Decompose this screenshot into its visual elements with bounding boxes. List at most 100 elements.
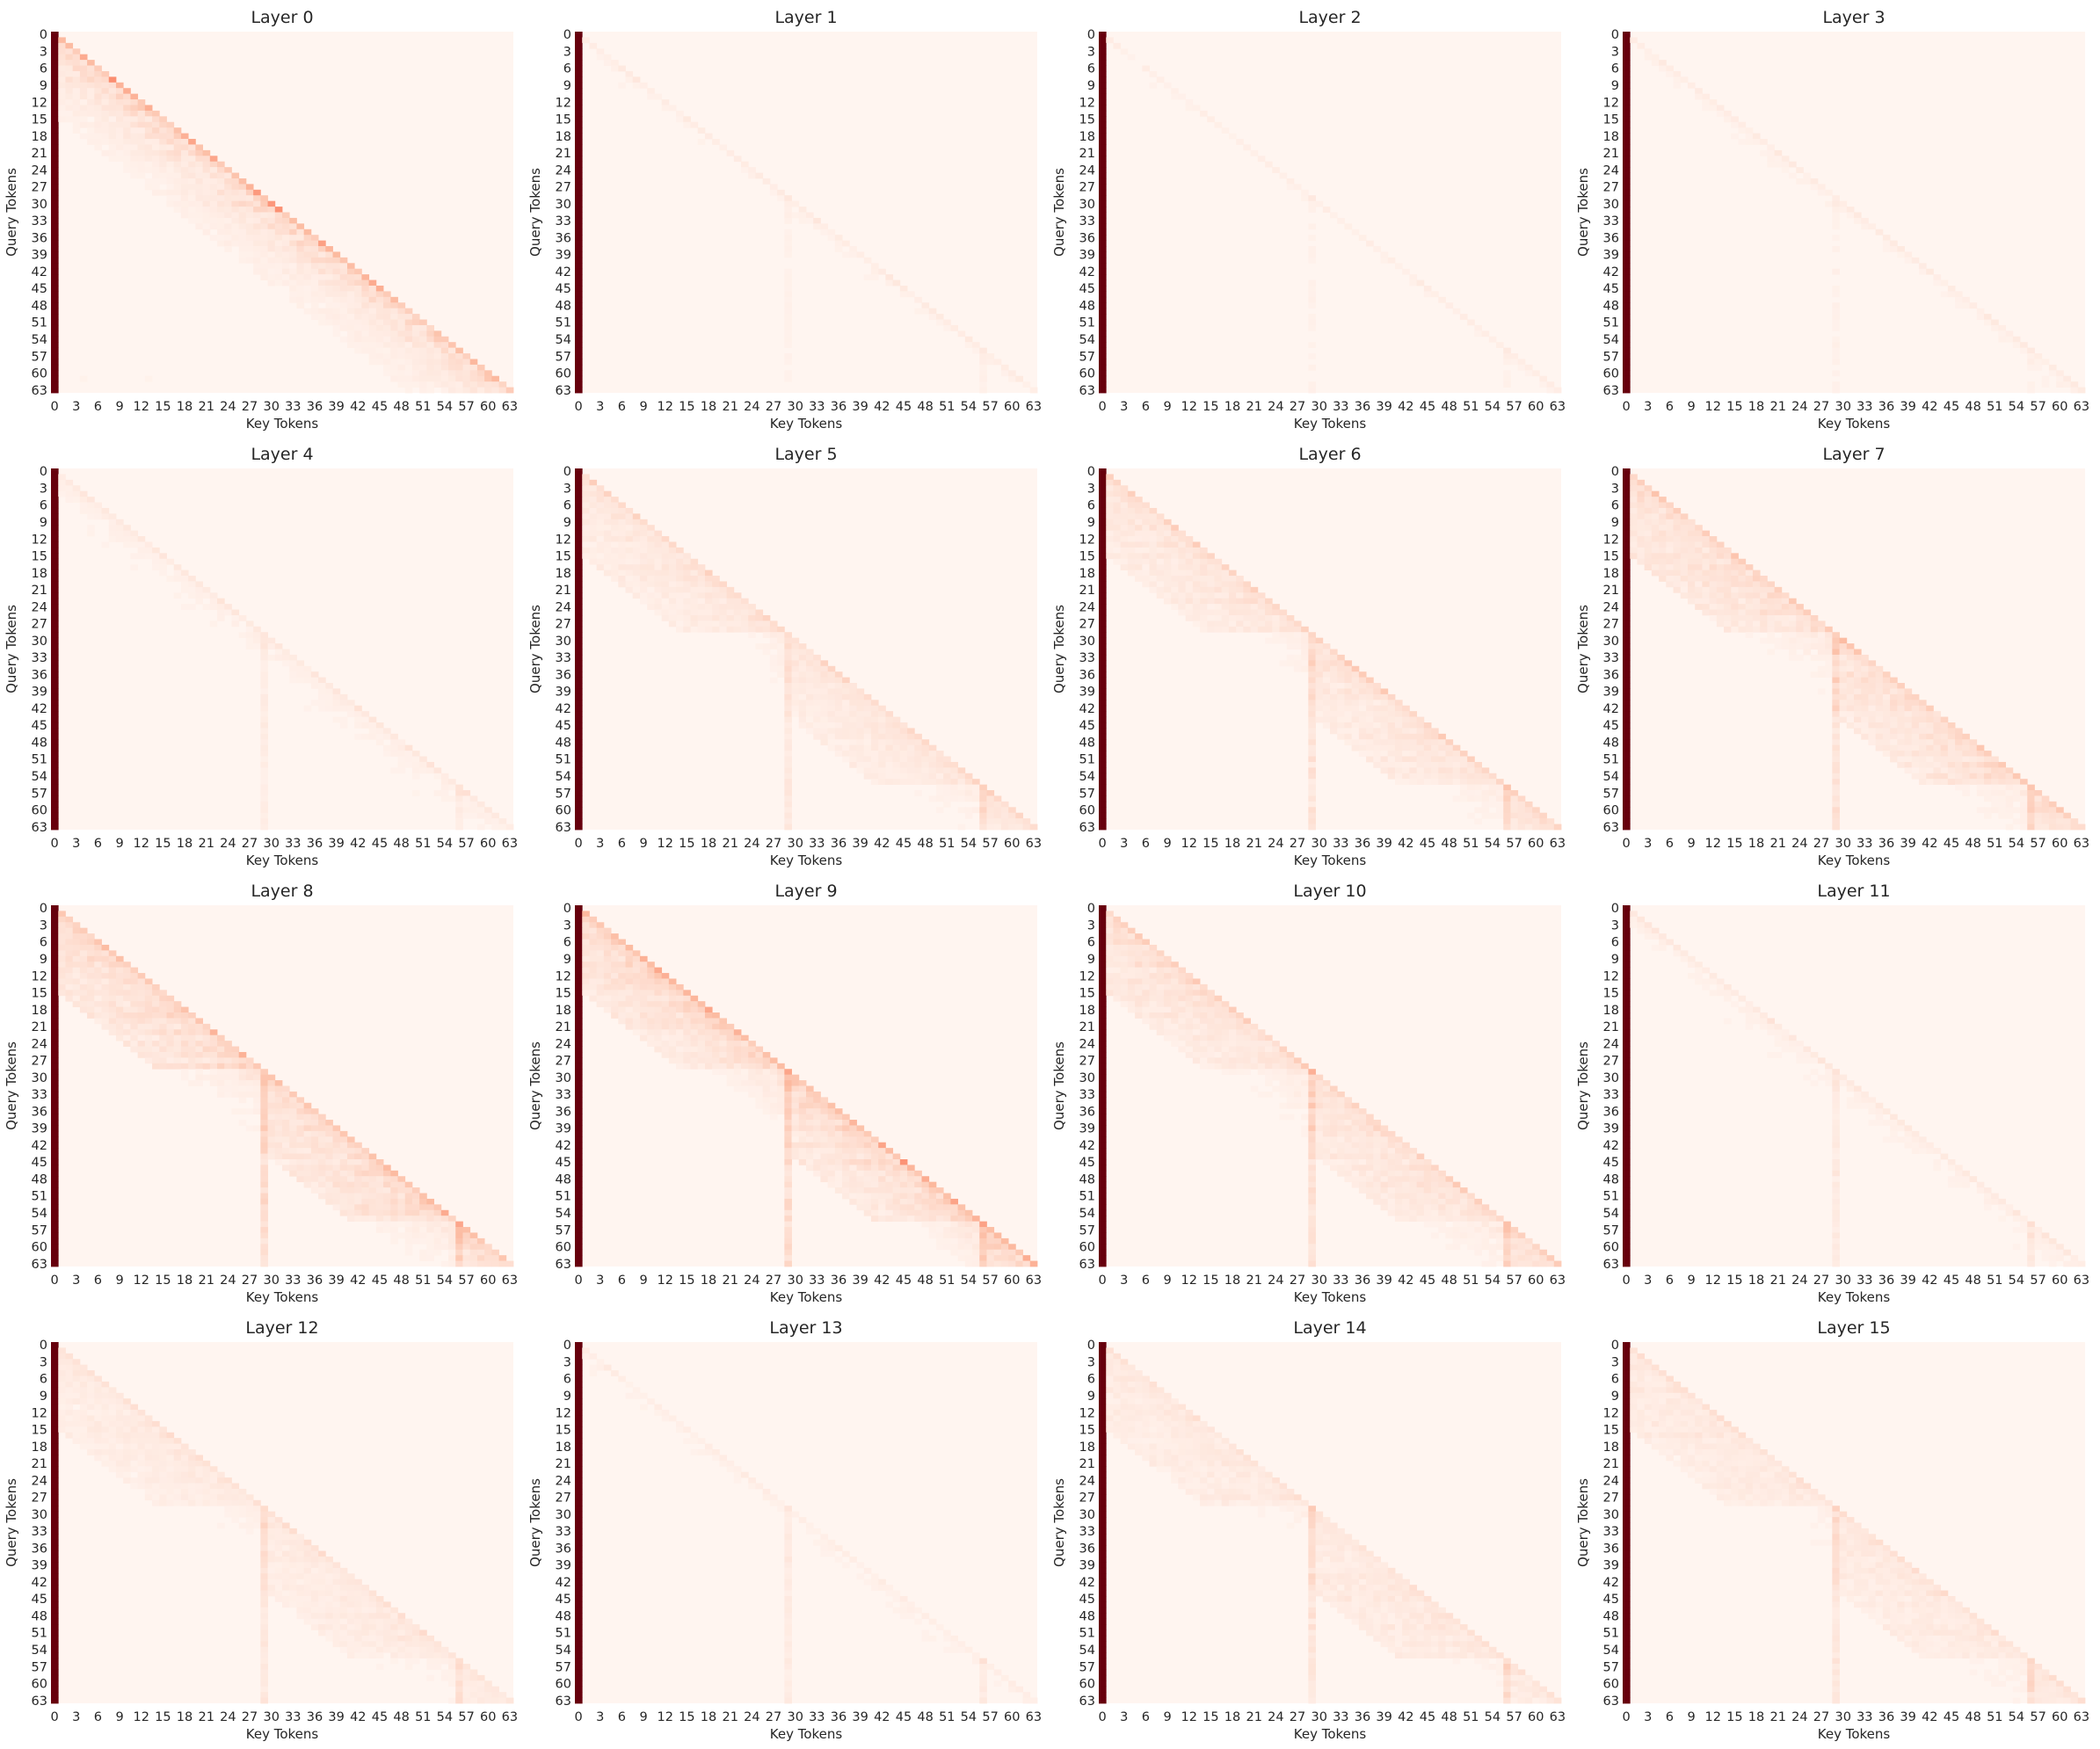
heatmap-cell: [1789, 637, 1797, 644]
heatmap-cell: [361, 336, 370, 343]
heatmap-cell: [289, 671, 297, 679]
heatmap-cell: [1940, 291, 1949, 298]
heatmap-cell: [1752, 620, 1761, 628]
heatmap-cell: [1875, 677, 1884, 684]
heatmap-cell: [813, 688, 821, 695]
heatmap-cell: [1214, 570, 1223, 577]
heatmap-cell: [1897, 251, 1905, 258]
heatmap-cell: [238, 223, 247, 230]
heatmap-cell: [1301, 649, 1309, 656]
heatmap-cell: [115, 967, 124, 974]
heatmap-cell: [209, 217, 218, 224]
heatmap-cell: [1687, 547, 1696, 554]
heatmap-cell: [1532, 370, 1540, 377]
x-tick-label: 24: [1268, 837, 1283, 851]
y-tick-label: 18: [1603, 130, 1619, 144]
heatmap-cell: [668, 105, 677, 112]
heatmap-cell: [87, 525, 95, 532]
heatmap-cell: [51, 978, 59, 985]
heatmap-cell: [152, 564, 160, 570]
heatmap-cell: [1651, 497, 1660, 503]
heatmap-cell: [1861, 665, 1869, 672]
heatmap-cell: [1767, 144, 1775, 151]
heatmap-cell: [1724, 553, 1732, 560]
x-tick-label: 57: [458, 837, 474, 851]
heatmap-cell: [878, 716, 886, 723]
heatmap-cell: [260, 784, 268, 791]
heatmap-cell: [1890, 683, 1898, 689]
heatmap-cell: [1846, 212, 1855, 219]
x-tick-label: 27: [242, 400, 258, 414]
heatmap-cell: [1716, 592, 1725, 599]
heatmap-cell: [1623, 121, 1631, 128]
heatmap-cell: [661, 553, 670, 560]
heatmap-cell: [274, 263, 283, 270]
heatmap-cell: [575, 683, 583, 689]
heatmap-cell: [1380, 705, 1389, 712]
heatmap-cell: [921, 744, 930, 751]
heatmap-cell: [274, 235, 283, 242]
heatmap-cell: [1171, 530, 1179, 537]
heatmap-cell: [476, 381, 485, 388]
heatmap-cell: [51, 716, 59, 723]
heatmap-cell: [58, 42, 66, 49]
heatmap-cell: [202, 1023, 211, 1030]
heatmap-cell: [188, 1012, 196, 1019]
heatmap-cell: [173, 576, 182, 582]
heatmap-cell: [575, 274, 583, 280]
heatmap-cell: [1817, 654, 1826, 661]
heatmap-cell: [79, 933, 88, 940]
heatmap-cell: [1940, 779, 1949, 786]
heatmap-cell: [1308, 733, 1316, 740]
heatmap-cell: [1481, 812, 1490, 819]
heatmap-cell: [1702, 592, 1711, 599]
heatmap-cell: [1022, 824, 1031, 831]
heatmap-cell: [1659, 564, 1667, 570]
heatmap-cell: [1099, 733, 1107, 740]
heatmap-cell: [1308, 807, 1316, 814]
y-tick-label: 42: [1603, 265, 1619, 279]
heatmap-cell: [51, 973, 59, 979]
heatmap-cell: [419, 353, 427, 359]
heatmap-cell: [159, 1057, 167, 1064]
heatmap-cell: [719, 604, 727, 610]
heatmap-cell: [575, 235, 583, 242]
heatmap-cell: [87, 76, 95, 83]
heatmap-cell: [1745, 604, 1754, 610]
heatmap-cell: [1423, 728, 1432, 735]
heatmap-cell: [375, 285, 384, 292]
heatmap-cell: [639, 519, 648, 526]
heatmap-cell: [1416, 751, 1425, 757]
heatmap-cell: [51, 364, 59, 371]
heatmap-cell: [1308, 654, 1316, 661]
heatmap-cell: [180, 1051, 189, 1058]
heatmap-cell: [1623, 133, 1631, 140]
heatmap-cell: [188, 149, 196, 156]
heatmap-cell: [1623, 497, 1631, 503]
heatmap-cell: [2070, 818, 2079, 824]
heatmap-cell: [123, 144, 131, 151]
x-tick-label: 51: [1987, 400, 2002, 414]
heatmap-cell: [1156, 547, 1165, 554]
heatmap-cell: [65, 42, 74, 49]
y-tick-label: 48: [556, 737, 571, 751]
heatmap-cell: [798, 722, 807, 729]
heatmap-cell: [611, 525, 619, 532]
heatmap-cell: [842, 756, 850, 763]
heatmap-cell: [1099, 161, 1107, 168]
heatmap-cell: [505, 824, 514, 831]
heatmap-cell: [1651, 553, 1660, 560]
heatmap-cell: [79, 54, 88, 61]
y-tick-label: 21: [32, 584, 47, 598]
heatmap-cell: [51, 42, 59, 49]
heatmap-cell: [332, 279, 341, 287]
heatmap-cell: [166, 195, 175, 202]
heatmap-cell: [1861, 711, 1869, 717]
heatmap-cell: [188, 581, 196, 588]
heatmap-cell: [1308, 761, 1316, 768]
heatmap-cell: [245, 643, 254, 650]
y-tick-label: 18: [1603, 567, 1619, 581]
heatmap-cell: [1178, 564, 1187, 570]
heatmap-cell: [231, 212, 240, 219]
heatmap-cell: [188, 200, 196, 207]
